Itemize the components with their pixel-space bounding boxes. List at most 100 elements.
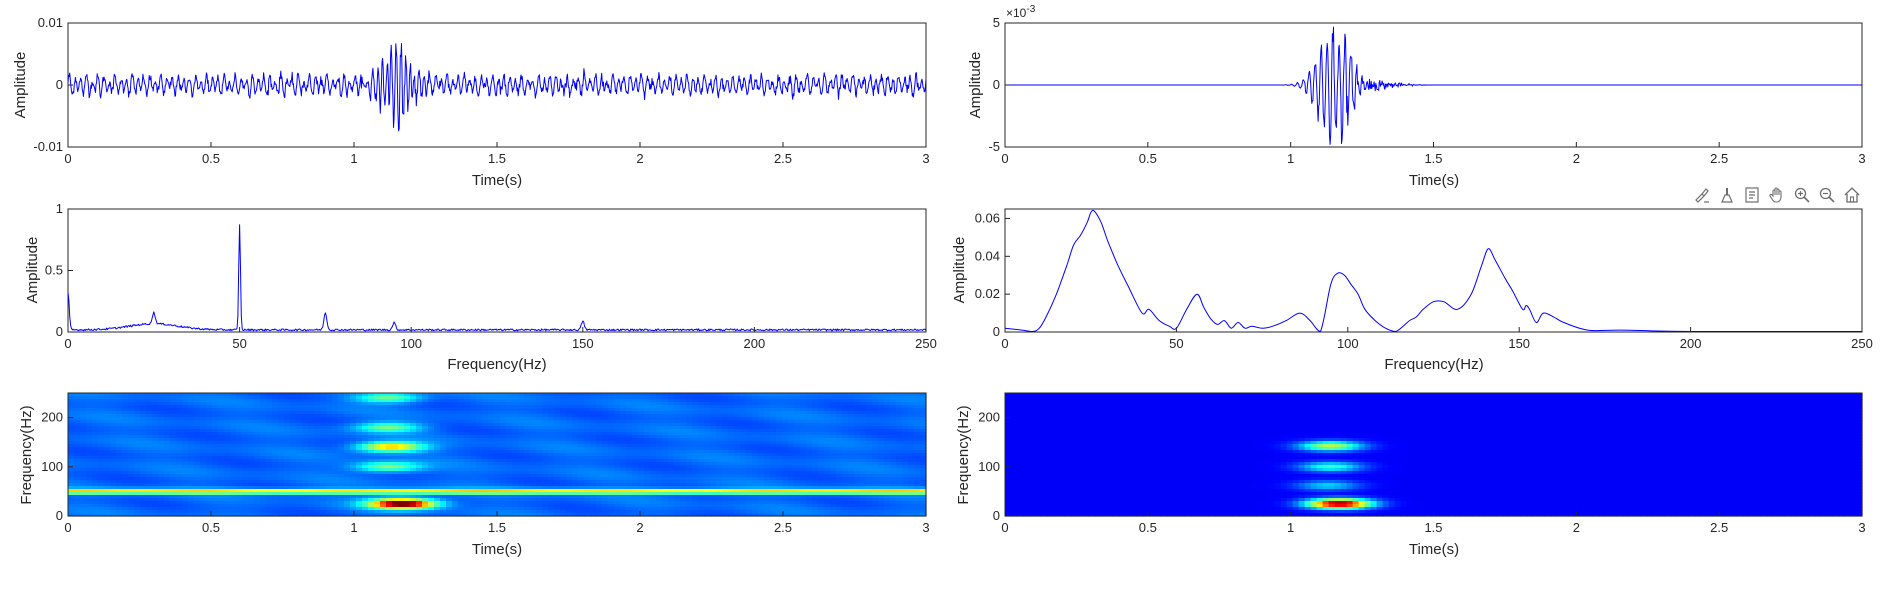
heatmap-cell xyxy=(242,483,249,487)
heatmap-cell xyxy=(746,447,753,451)
heatmap-cell xyxy=(368,405,375,409)
heatmap-cell xyxy=(842,432,849,436)
heatmap-cell xyxy=(254,483,261,487)
heatmap-cell xyxy=(302,393,309,397)
heatmap-cell xyxy=(368,438,375,442)
heatmap-cell xyxy=(836,480,843,484)
heatmap-cell xyxy=(710,450,717,454)
heatmap-cell xyxy=(806,438,813,442)
heatmap-cell xyxy=(230,393,237,397)
heatmap-cell xyxy=(860,411,867,415)
heatmap-cell xyxy=(128,393,135,397)
heatmap-cell xyxy=(116,432,123,436)
heatmap-cell xyxy=(818,486,825,490)
heatmap-cell xyxy=(230,459,237,463)
heatmap-cell xyxy=(260,444,267,448)
heatmap-cell xyxy=(86,453,93,457)
heatmap-cell xyxy=(224,450,231,454)
heatmap-cell xyxy=(656,399,663,403)
heatmap-cell xyxy=(320,444,327,448)
heatmap-cell xyxy=(104,405,111,409)
heatmap-cell xyxy=(302,447,309,451)
heatmap-cell xyxy=(770,399,777,403)
heatmap-cell xyxy=(404,480,411,484)
heatmap-cell xyxy=(236,468,243,472)
heatmap-cell xyxy=(692,471,699,475)
heatmap-cell xyxy=(896,393,903,397)
heatmap-cell xyxy=(218,411,225,415)
heatmap-cell xyxy=(194,456,201,460)
heatmap-cell xyxy=(428,396,435,400)
heatmap-cell xyxy=(434,468,441,472)
heatmap-cell xyxy=(434,483,441,487)
heatmap-cell xyxy=(482,462,489,466)
heatmap-cell xyxy=(338,432,345,436)
heatmap-cell xyxy=(140,495,147,499)
heatmap-cell xyxy=(218,420,225,424)
heatmap-cell xyxy=(512,489,519,493)
heatmap-cell xyxy=(542,447,549,451)
heatmap-cell xyxy=(362,435,369,439)
heatmap-cell xyxy=(728,444,735,448)
heatmap-cell xyxy=(374,414,381,418)
heatmap-cell xyxy=(548,489,555,493)
heatmap-cell xyxy=(224,441,231,445)
heatmap-cell xyxy=(212,486,219,490)
heatmap-cell xyxy=(674,489,681,493)
heatmap-cell xyxy=(260,480,267,484)
heatmap-cell xyxy=(902,489,909,493)
heatmap-cell xyxy=(896,480,903,484)
heatmap-cell xyxy=(164,453,171,457)
heatmap-cell xyxy=(230,468,237,472)
heatmap-cell xyxy=(752,438,759,442)
heatmap-cell xyxy=(218,402,225,406)
x-tick-label: 0 xyxy=(64,151,71,166)
heatmap-cell xyxy=(668,450,675,454)
heatmap-cell xyxy=(716,417,723,421)
heatmap-cell xyxy=(428,405,435,409)
heatmap-cell xyxy=(686,450,693,454)
heatmap-cell xyxy=(404,453,411,457)
heatmap-cell xyxy=(488,480,495,484)
heatmap-cell xyxy=(902,459,909,463)
heatmap-cell xyxy=(662,471,669,475)
heatmap-cell xyxy=(134,483,141,487)
heatmap-cell xyxy=(566,408,573,412)
heatmap-cell xyxy=(422,420,429,424)
heatmap-cell xyxy=(230,465,237,469)
heatmap-cell xyxy=(692,420,699,424)
heatmap-cell xyxy=(176,423,183,427)
heatmap-cell xyxy=(590,486,597,490)
heatmap-cell xyxy=(656,477,663,481)
heatmap-cell xyxy=(254,405,261,409)
heatmap-cell xyxy=(848,450,855,454)
heatmap-cell xyxy=(434,411,441,415)
heatmap-cell xyxy=(140,405,147,409)
heatmap-cell xyxy=(704,402,711,406)
heatmap-cell xyxy=(284,420,291,424)
heatmap-cell xyxy=(200,459,207,463)
heatmap-cell xyxy=(188,399,195,403)
heatmap-cell xyxy=(908,483,915,487)
heatmap-cell xyxy=(68,459,75,463)
heatmap-cell xyxy=(716,444,723,448)
heatmap-cell xyxy=(428,408,435,412)
heatmap-cell xyxy=(326,450,333,454)
heatmap-cell xyxy=(380,393,387,397)
heatmap-cell xyxy=(158,426,165,430)
x-tick-label: 250 xyxy=(1851,336,1873,351)
heatmap-cell xyxy=(542,468,549,472)
heatmap-cell xyxy=(494,405,501,409)
heatmap-cell xyxy=(512,441,519,445)
heatmap-cell xyxy=(146,426,153,430)
heatmap-cell xyxy=(68,426,75,430)
heatmap-cell xyxy=(704,423,711,427)
heatmap-cell xyxy=(224,480,231,484)
heatmap-cell xyxy=(914,438,921,442)
heatmap-cell xyxy=(908,465,915,469)
heatmap-cell xyxy=(254,492,261,496)
heatmap-cell xyxy=(854,411,861,415)
heatmap-cell xyxy=(110,420,117,424)
heatmap-cell xyxy=(314,492,321,496)
heatmap-cell xyxy=(152,417,159,421)
